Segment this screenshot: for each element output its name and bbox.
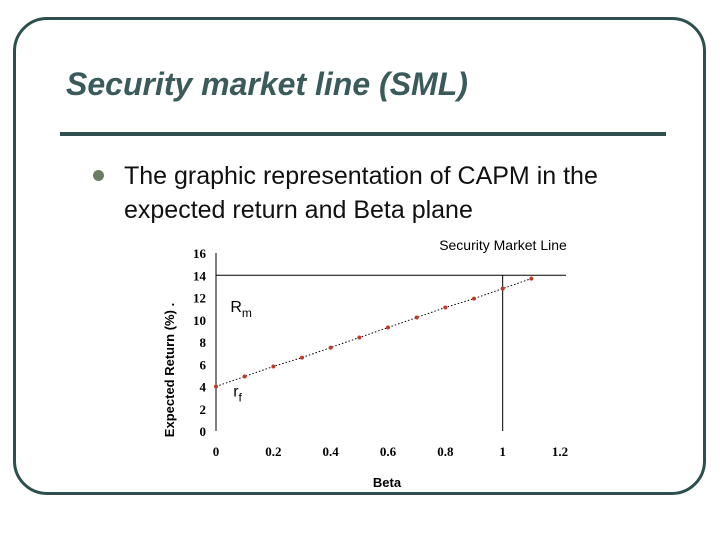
sml-line (215, 278, 532, 387)
annotation-label: Rm (230, 299, 252, 320)
y-tick-label: 10 (193, 313, 206, 328)
data-point (300, 355, 304, 360)
x-tick-label: 1 (499, 444, 506, 459)
y-tick-label: 2 (200, 402, 207, 417)
y-tick-label: 16 (193, 246, 207, 261)
data-point (414, 315, 419, 320)
annotation-label: rf (233, 384, 242, 405)
data-point (443, 305, 448, 310)
bullet-text: The graphic representation of CAPM in th… (124, 162, 598, 224)
slide-frame (13, 17, 706, 495)
data-point (472, 296, 476, 301)
y-tick-label: 8 (200, 335, 207, 350)
data-point (214, 384, 218, 389)
x-tick-label: 0 (213, 444, 220, 459)
slide-title: Security market line (SML) (66, 66, 468, 102)
y-tick-label: 12 (193, 291, 206, 306)
data-point (357, 335, 362, 340)
y-tick-label: 0 (200, 424, 207, 439)
data-point (328, 345, 333, 350)
data-point (242, 374, 247, 379)
x-tick-label: 0.4 (323, 444, 340, 459)
data-point (271, 364, 276, 369)
data-point (386, 325, 390, 330)
x-tick-label: 1.2 (552, 444, 568, 459)
chart-title: Security Market Line (439, 237, 567, 253)
y-axis-label: Expected Return (%) . (162, 303, 177, 437)
data-point (500, 286, 505, 291)
y-tick-label: 4 (200, 380, 207, 395)
x-axis-label: Beta (373, 475, 402, 490)
bullet-icon (93, 170, 104, 181)
data-point (529, 276, 534, 281)
y-tick-label: 6 (200, 357, 207, 372)
x-tick-label: 0.6 (380, 444, 397, 459)
x-tick-label: 0.8 (437, 444, 454, 459)
x-tick-label: 0.2 (265, 444, 281, 459)
title-divider (60, 132, 666, 136)
y-tick-label: 14 (193, 268, 207, 283)
